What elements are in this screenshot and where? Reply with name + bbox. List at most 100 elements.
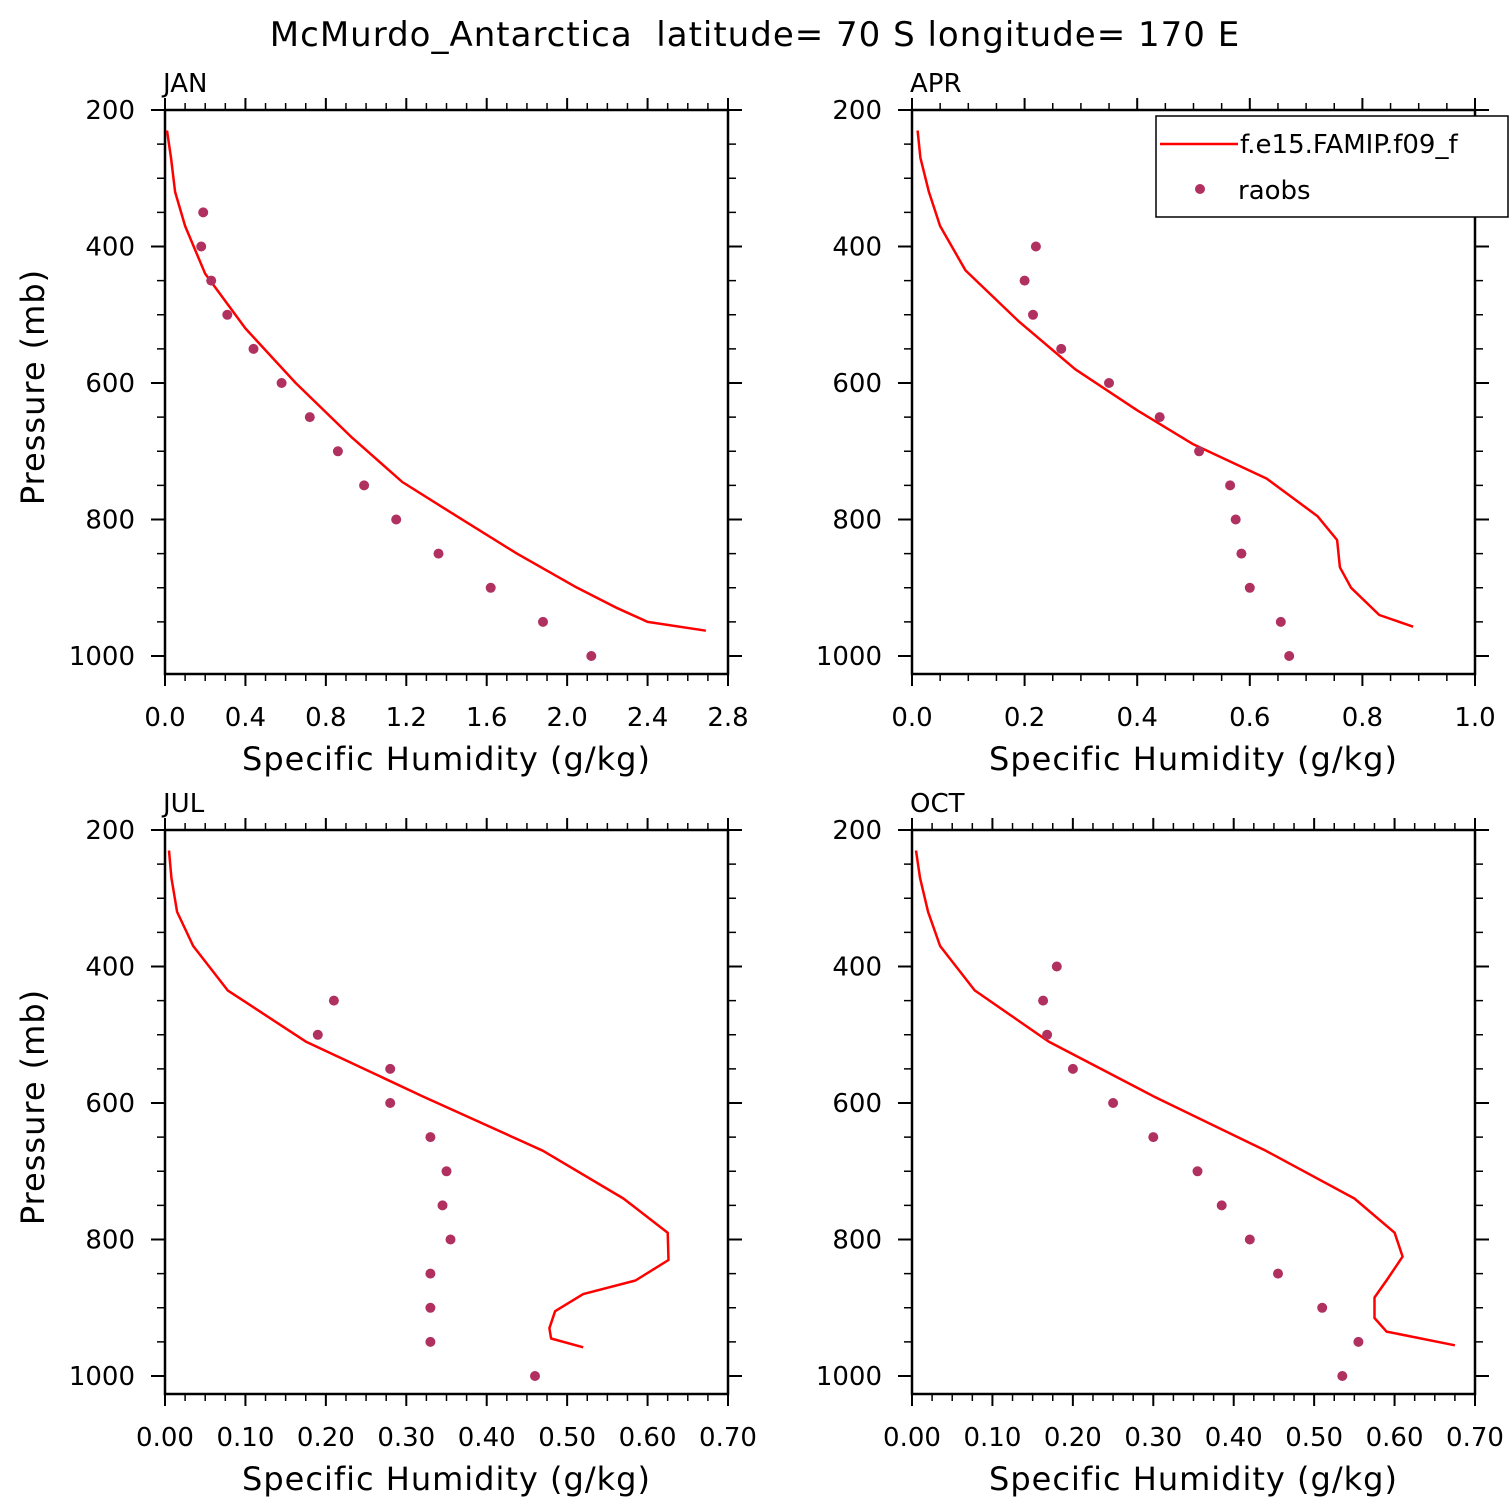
panel-apr: APR 0.0 0.2 0.4 0.6 0.8 1.0 200 400 600 800 1000 Spe… [816,69,1496,778]
apr-x-tick-label: 0.0 [891,703,932,733]
jul-x-tick-label: 0.60 [619,1423,677,1453]
legend-box [1155,115,1509,218]
jan-raobs-point [276,378,287,388]
oct-y-tick-label: 800 [832,1226,882,1256]
apr-y-tick-label: 400 [832,233,882,263]
jul-x-axis-title: Specific Humidity (g/kg) [242,1460,651,1498]
jul-raobs-point [437,1200,448,1211]
jul-x-tick-label: 0.40 [458,1423,516,1453]
jan-raobs-point [222,309,233,320]
apr-raobs-point [1236,548,1247,559]
jan-x-tick-label: 0.0 [144,703,185,733]
legend-obs-marker-sample [1195,184,1205,194]
jul-y-tick-label: 800 [85,1226,135,1256]
jul-x-tick-label: 0.70 [699,1423,757,1453]
jan-x-tick-label: 0.4 [225,703,266,733]
apr-raobs-point [1230,514,1241,525]
oct-x-tick-label: 0.50 [1285,1423,1343,1453]
apr-raobs-point [1284,651,1295,661]
jan-raobs-point [433,548,444,559]
apr-raobs-point [1154,412,1165,423]
oct-raobs-point [1216,1200,1227,1211]
jan-x-tick-label: 2.8 [707,703,748,733]
legend-obs-label: raobs [1238,176,1311,206]
oct-plot-frame [910,828,1477,1396]
oct-raobs-point [1337,1371,1348,1381]
oct-model-line [914,850,1456,1347]
jul-y-tick-label: 400 [85,953,135,983]
jan-x-tick-label: 1.6 [466,703,507,733]
panel-jul: JUL 0.00 0.10 0.20 0.30 0.40 0.50 0.60 0.70 200 40… [14,789,757,1498]
jan-y-tick-label: 400 [85,233,135,263]
jan-x-axis-title: Specific Humidity (g/kg) [242,740,651,778]
apr-y-tick-label: 800 [832,506,882,536]
oct-x-tick-label: 0.10 [963,1423,1021,1453]
jul-x-tick-label: 0.10 [216,1423,274,1453]
jul-raobs-point [425,1132,436,1143]
oct-raobs-point [1353,1336,1364,1347]
apr-y-tick-label: 600 [832,369,882,399]
oct-raobs-point [1148,1132,1159,1143]
jul-raobs-point [425,1268,436,1279]
apr-raobs-point [1019,275,1030,286]
apr-model-line [916,130,1414,628]
oct-raobs-point [1192,1166,1203,1177]
jan-raobs-point [359,480,370,491]
jul-y-tick-label: 200 [85,816,135,846]
jan-raobs-point [304,412,315,423]
apr-x-tick-label: 0.2 [1004,703,1045,733]
oct-panel-label: OCT [910,789,965,819]
jan-y-tick-label: 600 [85,369,135,399]
legend: f.e15.FAMIP.f09_f raobs [1155,115,1509,218]
jan-y-axis-title: Pressure (mb) [14,269,52,505]
jul-plot-frame [163,828,730,1396]
legend-model-label: f.e15.FAMIP.f09_f [1240,130,1458,160]
jan-raobs-point [391,514,402,525]
oct-raobs-point [1273,1268,1283,1279]
oct-y-tick-label: 1000 [816,1362,882,1392]
jan-raobs-point [198,207,209,218]
apr-raobs-point [1030,241,1041,252]
apr-raobs-point [1056,343,1067,354]
jan-raobs-point [586,651,597,661]
apr-x-tick-label: 0.6 [1229,703,1270,733]
oct-x-axis-title: Specific Humidity (g/kg) [989,1460,1398,1498]
oct-y-tick-label: 200 [832,816,882,846]
apr-panel-label: APR [910,69,962,99]
apr-y-tick-label: 1000 [816,642,882,672]
oct-x-tick-label: 0.20 [1044,1423,1102,1453]
jan-panel-label: JAN [161,69,207,99]
apr-raobs-point [1194,446,1205,457]
apr-x-tick-label: 1.0 [1454,703,1495,733]
jan-raobs-point [248,343,259,354]
jan-y-tick-label: 1000 [69,642,135,672]
apr-raobs-point [1275,616,1286,627]
jul-y-tick-label: 1000 [69,1362,135,1392]
jan-raobs-point [196,241,207,252]
oct-raobs-point [1317,1302,1328,1313]
jan-x-tick-label: 0.8 [305,703,346,733]
oct-x-tick-label: 0.00 [883,1423,941,1453]
panel-oct: OCT 0.00 0.10 0.20 0.30 0.40 0.50 0.60 0.70 200 40… [816,789,1504,1498]
oct-raobs-point [1244,1234,1255,1245]
oct-x-tick-label: 0.30 [1124,1423,1182,1453]
jul-raobs-point [385,1063,396,1074]
oct-y-tick-label: 400 [832,953,882,983]
apr-raobs-point [1028,309,1038,320]
jan-x-tick-label: 2.0 [546,703,587,733]
jul-x-tick-label: 0.30 [377,1423,435,1453]
jan-raobs-point [485,582,496,593]
jul-raobs-point [445,1234,456,1245]
oct-raobs-point [1051,961,1062,972]
jan-y-tick-label: 800 [85,506,135,536]
jul-x-tick-label: 0.50 [538,1423,596,1453]
jul-model-line [167,850,670,1349]
apr-raobs-point [1244,582,1255,593]
panel-jan: JAN 0.0 0.4 0.8 1.2 1.6 2.0 2.4 2.8 200 400 600 800 1… [14,69,749,778]
apr-x-axis-title: Specific Humidity (g/kg) [989,740,1398,778]
jan-x-tick-label: 2.4 [627,703,668,733]
oct-raobs-point [1067,1063,1078,1074]
apr-x-tick-label: 0.4 [1117,703,1158,733]
jan-raobs-point [206,275,217,286]
apr-y-tick-label: 200 [832,96,882,126]
